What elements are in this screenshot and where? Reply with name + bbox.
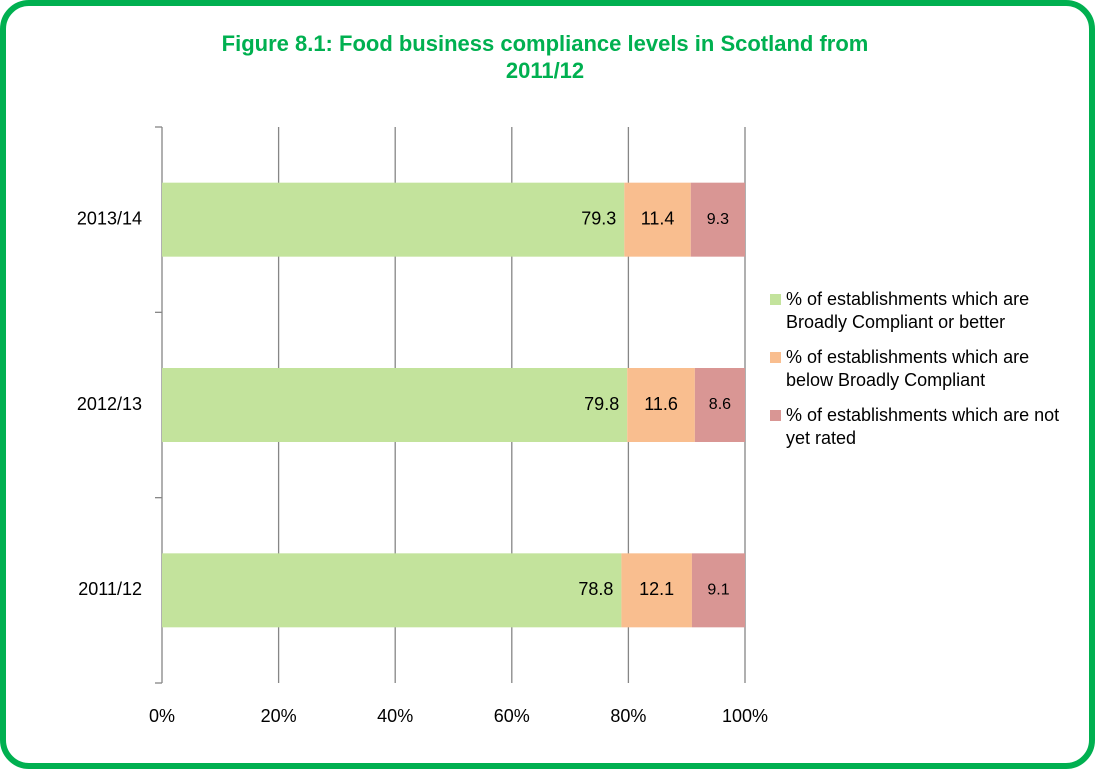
x-tick-label: 80% [610, 706, 646, 726]
y-tick-label: 2013/14 [77, 208, 142, 228]
chart-title: Figure 8.1: Food business compliance lev… [221, 31, 869, 83]
data-label: 79.8 [584, 394, 619, 414]
data-label: 79.3 [581, 208, 616, 228]
legend-item: % of establishments which are Broadly Co… [770, 288, 1070, 334]
bar-segment [694, 368, 745, 442]
bar-segment [621, 553, 692, 628]
data-label: 11.4 [641, 208, 675, 228]
bar-segment [691, 553, 745, 628]
data-label: 8.6 [709, 396, 731, 413]
bar-segment [627, 368, 695, 442]
data-label: 11.6 [644, 394, 678, 414]
data-label: 9.1 [707, 582, 729, 599]
x-tick-label: 20% [261, 706, 297, 726]
data-label: 78.8 [578, 579, 613, 599]
x-tick-label: 100% [722, 706, 768, 726]
legend-label: % of establishments which are Broadly Co… [786, 289, 1030, 332]
y-tick-label: 2012/13 [77, 394, 142, 414]
y-tick-label: 2011/12 [78, 579, 142, 599]
legend-swatch [770, 294, 781, 305]
legend-item: % of establishments which are below Broa… [770, 346, 1070, 392]
legend: % of establishments which are Broadly Co… [770, 288, 1070, 462]
legend-label: % of establishments which are not yet ra… [786, 405, 1060, 448]
legend-swatch [770, 352, 781, 363]
legend-swatch [770, 410, 781, 421]
x-tick-label: 40% [377, 706, 413, 726]
bar-segment [162, 553, 622, 628]
bar-segment [162, 368, 628, 442]
x-tick-label: 60% [494, 706, 530, 726]
legend-label: % of establishments which are below Broa… [786, 347, 1030, 390]
data-label: 12.1 [639, 579, 674, 599]
bar-segment [162, 182, 625, 257]
data-label: 9.3 [707, 211, 729, 228]
bar-segment [690, 182, 745, 257]
bar-segment [624, 182, 691, 257]
x-tick-label: 0% [149, 706, 175, 726]
legend-item: % of establishments which are not yet ra… [770, 404, 1070, 450]
